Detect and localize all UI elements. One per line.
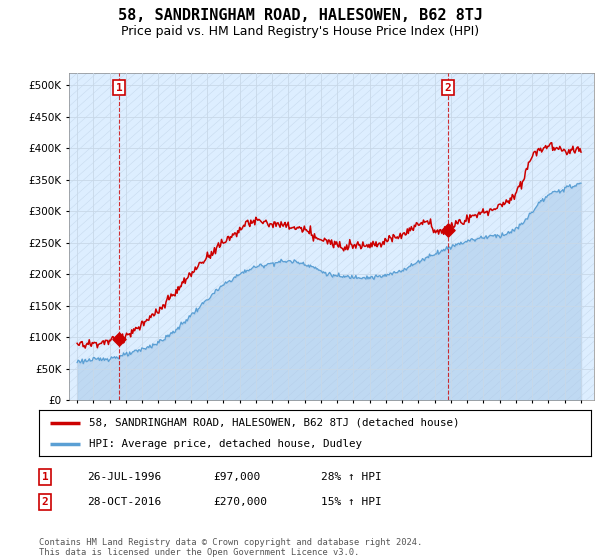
Text: 28% ↑ HPI: 28% ↑ HPI	[321, 472, 382, 482]
Text: 15% ↑ HPI: 15% ↑ HPI	[321, 497, 382, 507]
Text: 1: 1	[116, 82, 122, 92]
Point	[114, 335, 124, 344]
Text: Price paid vs. HM Land Registry's House Price Index (HPI): Price paid vs. HM Land Registry's House …	[121, 25, 479, 38]
Text: 28-OCT-2016: 28-OCT-2016	[87, 497, 161, 507]
Text: 58, SANDRINGHAM ROAD, HALESOWEN, B62 8TJ (detached house): 58, SANDRINGHAM ROAD, HALESOWEN, B62 8TJ…	[89, 418, 459, 428]
Text: 26-JUL-1996: 26-JUL-1996	[87, 472, 161, 482]
Point	[443, 226, 453, 235]
Text: HPI: Average price, detached house, Dudley: HPI: Average price, detached house, Dudl…	[89, 439, 362, 449]
Text: 2: 2	[445, 82, 452, 92]
Text: Contains HM Land Registry data © Crown copyright and database right 2024.
This d: Contains HM Land Registry data © Crown c…	[39, 538, 422, 557]
Text: 2: 2	[41, 497, 49, 507]
Text: 58, SANDRINGHAM ROAD, HALESOWEN, B62 8TJ: 58, SANDRINGHAM ROAD, HALESOWEN, B62 8TJ	[118, 8, 482, 24]
Text: £97,000: £97,000	[213, 472, 260, 482]
Text: 1: 1	[41, 472, 49, 482]
Text: £270,000: £270,000	[213, 497, 267, 507]
